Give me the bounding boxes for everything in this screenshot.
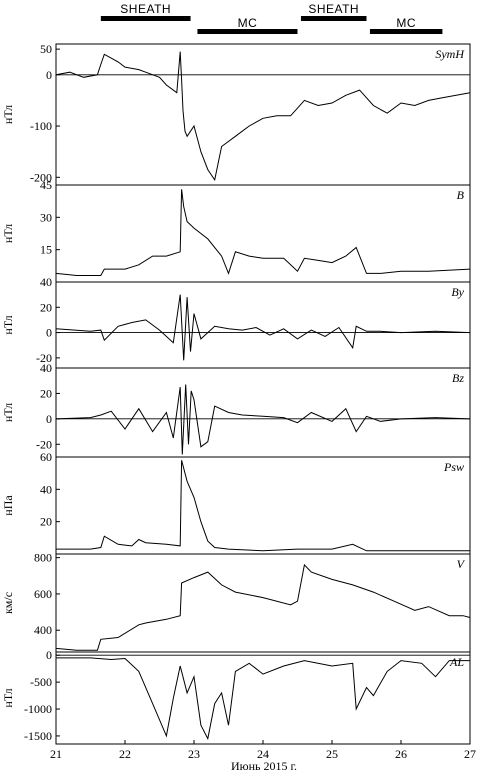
series-line-symh [55, 51, 471, 182]
y-axis-label-b: нТл [1, 224, 15, 243]
ytick-label-symh-0: 50 [40, 42, 52, 56]
xtick-label-0: 21 [50, 747, 62, 761]
chart-panels: 500-100-200нТлSymH453015нТлB40200-20нТлB… [1, 42, 471, 745]
panel-frame-al [55, 651, 471, 745]
xtick-label-3: 24 [257, 747, 269, 761]
panel-frame-symh [55, 43, 471, 186]
series-line-bz [55, 384, 471, 455]
interval-label-1: MC [238, 16, 258, 30]
panel-label-v: V [457, 557, 466, 571]
ytick-label-bz-3: -20 [36, 437, 52, 451]
panel-by: 40 20 0 -20 нТл By [1, 275, 471, 369]
ytick-label-al-0: 0 [46, 648, 52, 662]
ytick-label-b-2: 15 [40, 243, 52, 257]
interval-bar-2 [300, 16, 367, 21]
x-axis-label: Июнь 2015 г. [231, 759, 297, 773]
ytick-label-psw-1: 40 [40, 482, 52, 496]
panel-al: 0 -500 -1000 -1500 нТл AL [1, 648, 471, 745]
xtick-label-1: 22 [119, 747, 131, 761]
ytick-label-al-2: -1000 [24, 702, 52, 716]
ytick-label-by-0: 40 [40, 275, 52, 289]
series-line-al [56, 657, 470, 741]
ytick-label-bz-0: 40 [40, 361, 52, 375]
ytick-label-symh-3: -200 [30, 170, 52, 184]
ytick-label-v-2: 400 [34, 623, 52, 637]
ytick-label-psw-2: 20 [40, 515, 52, 529]
series-line-psw [56, 460, 470, 552]
panel-bz: 40 20 0 -20 нТл Bz [1, 361, 471, 458]
ytick-label-b-1: 30 [40, 210, 52, 224]
ytick-label-bz-1: 20 [40, 386, 52, 400]
interval-label-2: SHEATH [308, 2, 359, 16]
y-axis-label-al: нТл [1, 688, 15, 707]
y-axis-label-bz: нТл [1, 403, 15, 422]
ytick-label-symh-1: 0 [46, 68, 52, 82]
panel-psw: 60 40 20 нПа Psw [1, 450, 471, 555]
panel-label-bz: Bz [452, 371, 464, 385]
series-line-b [55, 189, 471, 276]
interval-label-0: SHEATH [120, 2, 171, 16]
panel-v: 800 600 400 км/с V [1, 551, 471, 653]
ytick-label-symh-2: -100 [30, 119, 52, 133]
ytick-label-al-3: -1500 [24, 729, 52, 743]
panel-symh: 50 0 -100 -200 нТл SymH [1, 42, 471, 186]
xtick-label-4: 25 [326, 747, 338, 761]
xtick-label-5: 26 [395, 747, 407, 761]
y-axis-label-symh: нТл [1, 105, 15, 124]
panel-label-psw: Psw [443, 460, 464, 474]
interval-bar-1 [197, 29, 298, 34]
ytick-label-by-1: 20 [40, 300, 52, 314]
ytick-label-psw-0: 60 [40, 450, 52, 464]
xtick-label-2: 23 [188, 747, 200, 761]
ytick-label-v-1: 600 [34, 587, 52, 601]
ytick-label-by-2: 0 [46, 326, 52, 340]
panel-frame-bz [55, 367, 471, 458]
panel-label-al: AL [449, 655, 464, 669]
interval-bar-0 [100, 16, 191, 21]
ytick-label-v-0: 800 [34, 551, 52, 565]
ytick-label-by-3: -20 [36, 351, 52, 365]
panel-frame-b [55, 184, 471, 283]
interval-bar-3 [369, 29, 443, 34]
interval-label-3: MC [396, 16, 416, 30]
interval-bars: SHEATH MC SHEATH MC [100, 2, 443, 34]
y-axis-label-v: км/с [1, 592, 15, 614]
panel-frame-psw [55, 456, 471, 555]
panel-label-by: By [451, 285, 464, 299]
ytick-label-bz-2: 0 [46, 412, 52, 426]
y-axis-label-by: нТл [1, 315, 15, 334]
series-line-v [55, 563, 471, 651]
panel-frame-by [55, 281, 471, 369]
xtick-label-6: 27 [464, 747, 476, 761]
panel-label-b: B [457, 188, 465, 202]
x-axis: 21 22 23 24 25 26 27 [50, 740, 476, 761]
panel-label-symh: SymH [435, 47, 465, 61]
ytick-label-al-1: -500 [30, 675, 52, 689]
y-axis-label-psw: нПа [1, 495, 15, 516]
series-line-by [55, 294, 471, 361]
ytick-label-b-0: 45 [40, 178, 52, 192]
panel-b: 45 30 15 нТл B [1, 178, 471, 283]
